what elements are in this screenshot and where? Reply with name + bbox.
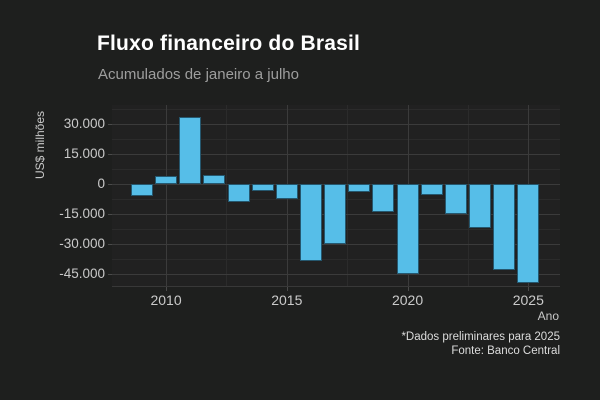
y-tick-label: -15.000 bbox=[59, 205, 105, 221]
y-tick-mark bbox=[108, 183, 112, 185]
x-tick-mark bbox=[407, 287, 409, 291]
bar-2024 bbox=[493, 183, 516, 270]
y-tick-label: -45.000 bbox=[59, 265, 105, 281]
gridline-y-minor bbox=[112, 108, 560, 110]
bar-2010 bbox=[155, 175, 178, 184]
gridline-y-minor bbox=[112, 138, 560, 140]
gridline-y-minor bbox=[112, 258, 560, 260]
bar-2015 bbox=[275, 183, 298, 199]
x-tick-mark bbox=[528, 287, 530, 291]
bar-2020 bbox=[396, 183, 419, 274]
bar-2011 bbox=[179, 116, 202, 184]
gridline-y-minor bbox=[112, 168, 560, 170]
bar-2013 bbox=[227, 183, 250, 202]
footnote-preliminary: *Dados preliminares para 2025 bbox=[401, 331, 560, 343]
bar-2021 bbox=[420, 183, 443, 195]
bar-2018 bbox=[348, 183, 371, 192]
plot-area bbox=[112, 105, 560, 287]
chart-subtitle: Acumulados de janeiro a julho bbox=[98, 66, 299, 83]
y-tick-mark bbox=[108, 243, 112, 245]
bar-2025 bbox=[517, 183, 540, 283]
x-tick-label: 2020 bbox=[391, 292, 424, 308]
x-tick-label: 2025 bbox=[512, 292, 544, 308]
y-tick-label: 15.000 bbox=[63, 145, 105, 161]
footnote-source: Fonte: Banco Central bbox=[451, 345, 560, 357]
gridline-x-minor bbox=[467, 105, 469, 286]
x-tick-mark bbox=[166, 287, 168, 291]
chart-title: Fluxo financeiro do Brasil bbox=[97, 32, 361, 55]
bar-2014 bbox=[251, 183, 274, 191]
x-tick-label: 2015 bbox=[271, 292, 303, 308]
x-tick-mark bbox=[286, 287, 288, 291]
bar-2019 bbox=[372, 183, 395, 212]
bar-2009 bbox=[130, 183, 153, 196]
gridline-x-major bbox=[166, 105, 168, 286]
y-tick-mark bbox=[108, 273, 112, 275]
y-tick-mark bbox=[108, 153, 112, 155]
x-tick-label: 2010 bbox=[150, 292, 182, 308]
bar-2022 bbox=[444, 183, 467, 214]
gridline-x-minor bbox=[347, 105, 349, 286]
y-tick-label: -30.000 bbox=[59, 235, 105, 251]
gridline-y-major bbox=[112, 243, 560, 245]
x-axis-title: Ano bbox=[537, 309, 559, 323]
gridline-y-major bbox=[112, 273, 560, 275]
bar-2016 bbox=[299, 183, 322, 261]
y-tick-mark bbox=[108, 213, 112, 215]
bar-2023 bbox=[469, 183, 491, 228]
bar-2017 bbox=[324, 183, 347, 244]
y-tick-label: 0 bbox=[97, 175, 105, 191]
bar-2012 bbox=[203, 174, 226, 184]
gridline-x-minor bbox=[226, 105, 228, 286]
y-tick-label: 30.000 bbox=[63, 115, 105, 131]
gridline-y-major bbox=[112, 123, 560, 125]
y-tick-mark bbox=[108, 123, 112, 125]
gridline-y-major bbox=[112, 153, 560, 155]
